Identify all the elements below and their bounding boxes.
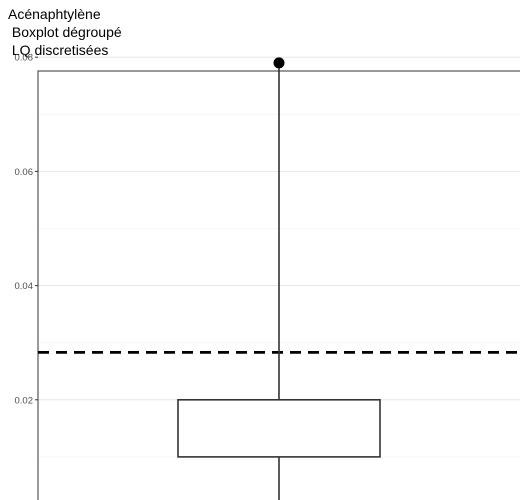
chart-title-line-1: Acénaphtylène	[8, 6, 101, 22]
y-tick-label-2: 0.06	[15, 167, 34, 178]
chart-title-line-3: LQ discretisées	[8, 42, 108, 58]
y-tick-label-0: 0.02	[15, 395, 34, 406]
plot-area: 0.02 0.04 0.06 0.08	[15, 53, 520, 500]
boxplot-box	[177, 398, 381, 458]
chart-title: Acénaphtylène Boxplot dégroupé LQ discre…	[8, 6, 122, 58]
y-tick-label-3: 0.08	[15, 53, 34, 64]
chart-title-line-2: Boxplot dégroupé	[8, 24, 122, 40]
outlier-point-0	[273, 57, 285, 69]
y-tick-label-1: 0.04	[15, 281, 34, 292]
